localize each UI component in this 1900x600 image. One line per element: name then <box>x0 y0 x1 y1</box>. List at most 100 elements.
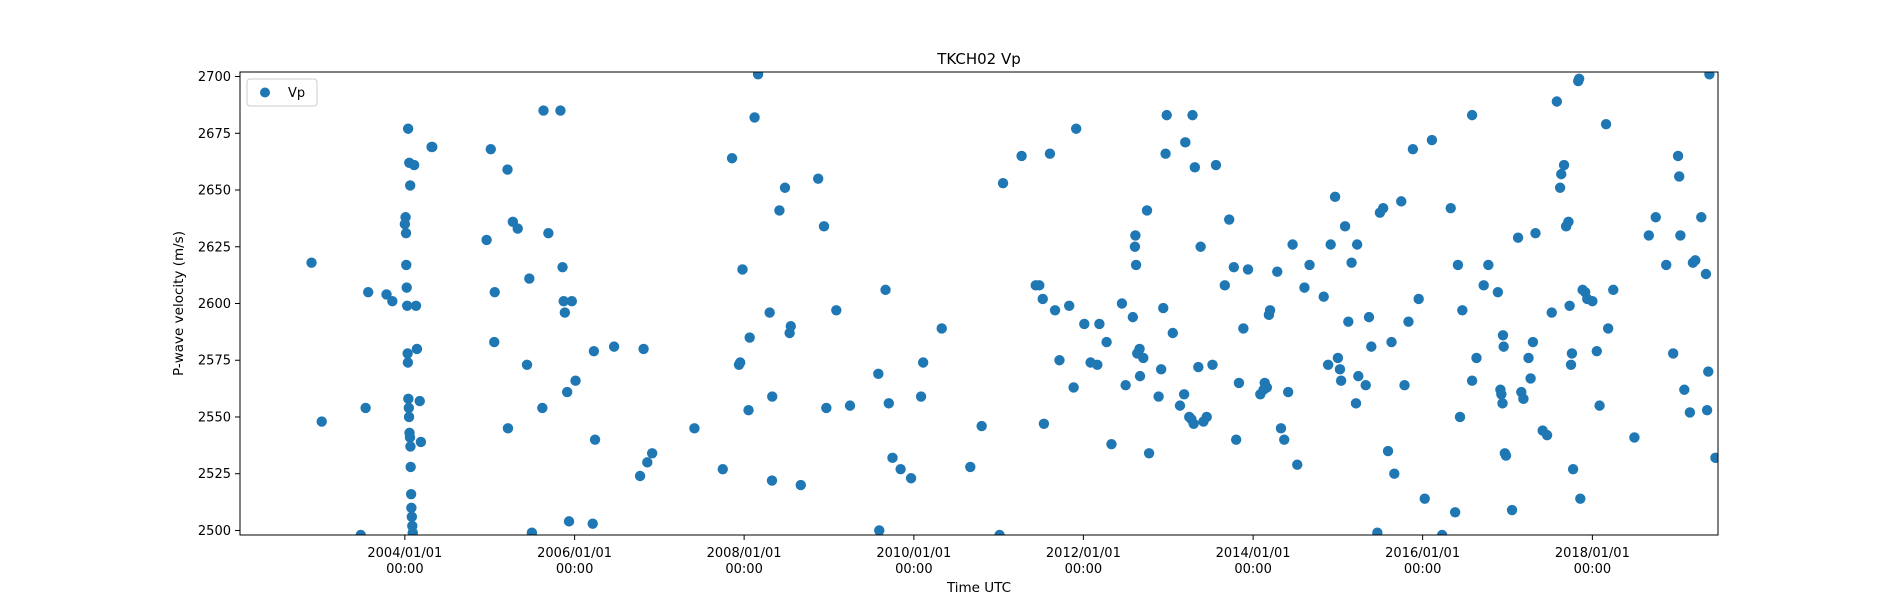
data-point <box>570 375 581 386</box>
data-point <box>1101 336 1112 348</box>
x-tick-label: 2008/01/01 <box>707 546 782 561</box>
data-point <box>767 391 778 402</box>
data-point <box>1064 300 1075 311</box>
data-point <box>1207 359 1218 370</box>
data-point <box>427 141 438 153</box>
data-point <box>502 164 513 175</box>
data-point <box>1130 230 1141 241</box>
data-point <box>1138 352 1149 364</box>
data-point <box>406 511 418 523</box>
data-point <box>1141 205 1153 216</box>
data-point <box>737 264 748 275</box>
y-tick-label: 2575 <box>198 354 231 369</box>
x-tick-label-time: 00:00 <box>725 562 762 577</box>
data-point <box>543 227 554 239</box>
data-point <box>403 393 414 405</box>
data-point <box>1279 434 1290 445</box>
data-point <box>558 296 569 307</box>
data-point <box>405 488 417 500</box>
data-point <box>1322 359 1334 370</box>
data-point <box>1068 382 1079 393</box>
data-point <box>1413 293 1424 305</box>
data-point <box>873 368 884 380</box>
data-point <box>749 112 760 123</box>
data-point <box>1566 348 1578 359</box>
data-point <box>481 234 492 246</box>
data-point <box>1038 418 1050 429</box>
data-point <box>306 257 317 268</box>
data-point <box>557 261 568 273</box>
data-point <box>1334 364 1346 375</box>
data-point <box>1304 259 1315 271</box>
data-point <box>1471 352 1482 364</box>
data-point <box>1629 432 1640 443</box>
x-axis-label: Time UTC <box>946 580 1011 596</box>
data-point <box>403 402 415 414</box>
data-point <box>1587 296 1598 307</box>
data-point <box>1242 264 1254 275</box>
y-tick-label: 2650 <box>198 184 231 199</box>
data-point <box>1155 364 1167 375</box>
data-point <box>779 182 791 193</box>
data-point <box>362 286 374 298</box>
data-point <box>844 400 856 411</box>
data-point <box>1554 182 1566 193</box>
y-tick-label: 2625 <box>198 240 231 255</box>
data-point <box>405 461 416 473</box>
data-point <box>1523 352 1534 364</box>
data-point <box>1230 434 1242 445</box>
data-point <box>411 343 423 355</box>
data-point <box>1188 418 1199 429</box>
data-point <box>1161 109 1172 121</box>
x-tick-label: 2018/01/01 <box>1555 546 1630 561</box>
x-axis: 2004/01/0100:002006/01/0100:002008/01/01… <box>367 535 1630 577</box>
x-tick-label-time: 00:00 <box>386 562 423 577</box>
data-point <box>1224 214 1235 225</box>
data-point <box>997 178 1009 189</box>
data-point <box>1679 384 1690 395</box>
data-point <box>874 525 885 535</box>
data-point <box>887 452 898 464</box>
data-point <box>642 457 653 468</box>
data-point <box>1346 257 1357 268</box>
data-point <box>1210 159 1222 171</box>
data-point <box>1541 429 1553 441</box>
data-point <box>1329 191 1341 203</box>
data-point <box>401 300 413 311</box>
data-point <box>561 386 573 398</box>
y-tick-label: 2675 <box>198 127 231 142</box>
data-point <box>316 416 327 427</box>
data-point <box>407 527 418 535</box>
data-point <box>1219 280 1230 291</box>
y-tick-label: 2525 <box>198 467 231 482</box>
data-point <box>512 223 523 234</box>
data-point <box>563 516 575 527</box>
data-point <box>1556 168 1567 180</box>
data-point <box>1449 507 1461 518</box>
data-point <box>1704 72 1715 80</box>
data-point <box>1238 323 1249 334</box>
data-point <box>1445 202 1456 214</box>
x-tick-label-time: 00:00 <box>1574 562 1611 577</box>
data-point <box>880 284 891 296</box>
data-point <box>1318 291 1329 302</box>
data-point <box>917 357 929 368</box>
data-point <box>401 282 412 293</box>
data-point <box>915 391 927 402</box>
data-point <box>1079 318 1090 330</box>
data-point <box>587 518 598 529</box>
data-point <box>1573 73 1585 85</box>
data-point <box>1703 366 1714 377</box>
data-point <box>976 420 987 432</box>
data-point <box>1565 359 1577 370</box>
data-point <box>1558 159 1570 171</box>
data-point <box>415 436 427 448</box>
data-point <box>743 404 754 416</box>
data-point <box>559 307 571 318</box>
x-tick-label: 2006/01/01 <box>537 546 612 561</box>
data-point <box>1684 407 1696 418</box>
y-axis-label: P-wave velocity (m/s) <box>171 231 187 376</box>
data-point <box>1525 373 1536 384</box>
data-point <box>831 305 842 316</box>
legend-box <box>246 78 318 107</box>
